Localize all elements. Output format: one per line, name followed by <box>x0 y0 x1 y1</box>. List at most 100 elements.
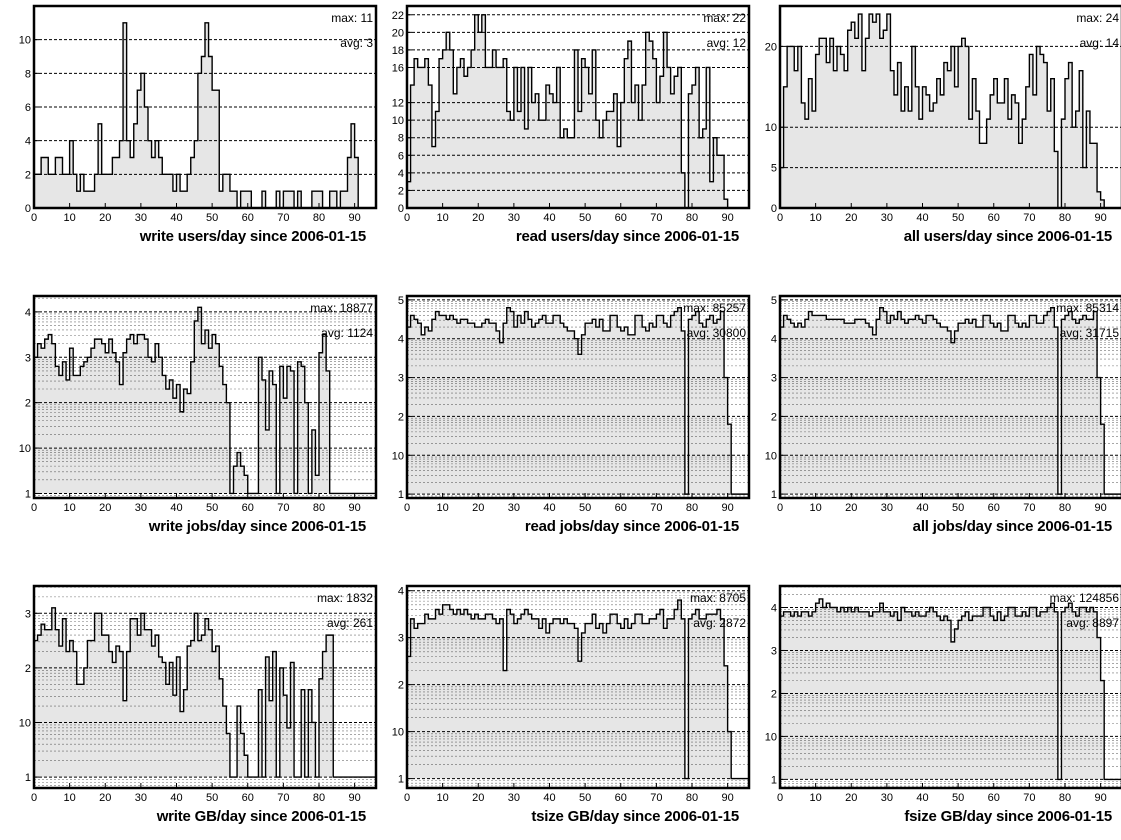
data-bar <box>833 71 837 208</box>
plot-frame <box>778 4 1121 210</box>
data-bar <box>610 111 614 208</box>
tsize-gb-xlabel: tsize GB/day since 2006-01-15 <box>531 808 739 825</box>
y-tick-label: 3 <box>771 373 777 385</box>
write-users-chart: 0 2 4 6 8 10 0 10 20 30 40 50 60 70 80 90 max: 11 avg: 3 <box>19 4 378 224</box>
data-bar <box>542 120 546 208</box>
data-bar <box>91 191 95 208</box>
data-bar <box>528 614 532 778</box>
data-bar <box>703 129 707 208</box>
data-bar <box>453 319 457 494</box>
data-bar <box>460 59 464 208</box>
data-bar <box>851 323 855 494</box>
data-bar <box>180 191 184 208</box>
data-bar <box>994 327 998 494</box>
data-bar <box>607 624 611 779</box>
data-bar <box>667 327 671 494</box>
data-bar <box>70 641 74 777</box>
data-bar <box>1033 95 1037 208</box>
x-tick-label: 20 <box>99 502 111 514</box>
x-tick-label: 50 <box>952 792 964 804</box>
data-bar <box>880 603 884 779</box>
y-tick-label: 2 <box>25 169 31 181</box>
x-tick-label: 30 <box>881 792 893 804</box>
data-bar <box>585 624 589 779</box>
data-bar <box>855 319 859 494</box>
data-bar <box>848 323 852 494</box>
data-bar <box>866 323 870 494</box>
data-bar <box>571 331 575 494</box>
plot-frame <box>778 584 1121 790</box>
series-line <box>779 306 1121 495</box>
data-bar <box>475 327 479 494</box>
data-bar <box>564 129 568 208</box>
data-bar <box>571 624 575 779</box>
x-tick-label: 90 <box>1095 792 1107 804</box>
data-bar <box>567 624 571 779</box>
x-tick-label: 50 <box>579 212 591 224</box>
max-label: max: 85314 <box>1056 301 1119 315</box>
y-tick-label: 22 <box>392 10 404 22</box>
data-bar <box>876 14 880 208</box>
data-bar <box>1083 168 1087 208</box>
x-tick-label: 80 <box>686 212 698 224</box>
y-tick-label: 1 <box>398 774 404 786</box>
x-tick-label: 0 <box>777 792 783 804</box>
data-bar <box>489 614 493 778</box>
y-tick-label: 10 <box>765 731 777 743</box>
y-tick-label: 2 <box>398 680 404 692</box>
data-bar <box>1051 603 1055 779</box>
x-tick-label: 50 <box>952 502 964 514</box>
data-bar <box>201 344 205 494</box>
plot-frame <box>32 294 378 500</box>
x-tick-label: 60 <box>988 502 1000 514</box>
y-tick-label: 0 <box>771 203 777 215</box>
data-bar <box>521 323 525 494</box>
data-bar <box>418 323 422 494</box>
data-bar <box>1090 143 1094 208</box>
data-bar <box>1001 331 1005 494</box>
data-bar <box>976 327 980 494</box>
series-area <box>34 307 376 494</box>
data-bar <box>664 323 668 494</box>
x-tick-label: 10 <box>64 792 76 804</box>
data-bar <box>610 614 614 778</box>
x-tick-label: 70 <box>277 792 289 804</box>
data-bar <box>908 111 912 208</box>
x-tick-label: 40 <box>543 502 555 514</box>
max-label: max: 8705 <box>690 591 746 605</box>
y-tick-label: 10 <box>19 717 31 729</box>
data-bar <box>230 191 234 208</box>
data-bar <box>112 662 116 777</box>
y-tick-label: 4 <box>398 586 404 598</box>
x-tick-label: 90 <box>349 792 361 804</box>
y-tick-label: 4 <box>771 602 777 614</box>
data-bar <box>905 323 909 494</box>
data-bar <box>471 50 475 208</box>
x-tick-label: 20 <box>845 502 857 514</box>
data-bar <box>535 323 539 494</box>
data-bar <box>155 344 159 494</box>
data-bar <box>137 335 141 494</box>
x-tick-label: 60 <box>988 212 1000 224</box>
data-bar <box>134 344 138 494</box>
x-tick-label: 10 <box>810 792 822 804</box>
data-bar <box>1015 323 1019 494</box>
data-bar <box>578 354 582 494</box>
data-bar <box>578 661 582 778</box>
data-bar <box>507 111 511 208</box>
x-tick-label: 0 <box>404 502 410 514</box>
data-bar <box>589 323 593 494</box>
data-bar <box>969 323 973 494</box>
data-bar <box>965 319 969 494</box>
data-bar <box>1072 319 1076 494</box>
data-bar <box>439 614 443 778</box>
data-bar <box>87 191 91 208</box>
x-tick-label: 70 <box>1023 502 1035 514</box>
data-bar <box>162 174 166 208</box>
max-label: max: 24 <box>1076 11 1119 25</box>
data-bar <box>48 174 52 208</box>
data-bar <box>876 319 880 494</box>
data-bar <box>475 614 479 778</box>
x-tick-label: 70 <box>1023 212 1035 224</box>
data-bar <box>649 41 653 208</box>
